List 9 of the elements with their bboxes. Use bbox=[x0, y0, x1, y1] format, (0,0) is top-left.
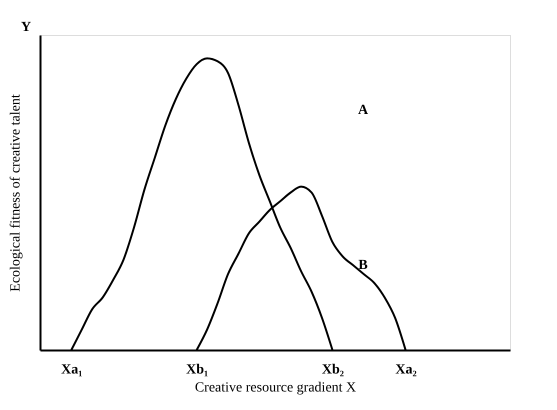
text: Y bbox=[20, 20, 32, 35]
y-axis-title: Ecological fitness of creative talent bbox=[8, 94, 24, 292]
x-axis-title: Creative resource gradient X bbox=[194, 380, 356, 396]
annotation: A bbox=[358, 103, 369, 118]
x-tick-label: Xb₁ bbox=[186, 362, 208, 378]
x-tick-label: Xa₂ bbox=[395, 362, 417, 378]
annotation: B bbox=[358, 258, 368, 273]
x-tick-label: Xa₁ bbox=[61, 362, 82, 378]
x-tick-label: Xb₂ bbox=[322, 362, 344, 378]
